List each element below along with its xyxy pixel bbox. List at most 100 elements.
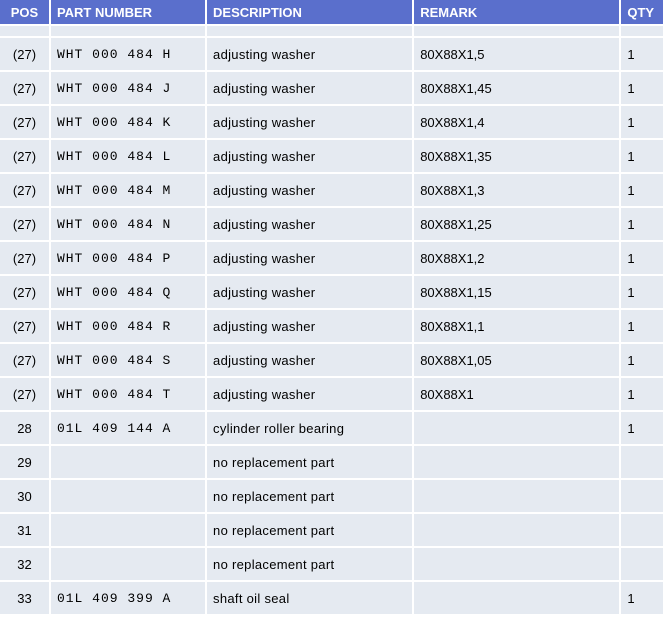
- cell-part-number: [50, 480, 206, 512]
- cell-pos: (27): [0, 72, 49, 104]
- cell-part-number: 01L 409 399 A: [50, 582, 206, 614]
- cell-part-number: WHT 000 484 R: [50, 310, 206, 342]
- cell-qty: [621, 548, 663, 580]
- cell-pos: (27): [0, 242, 49, 274]
- cell-pos: (27): [0, 208, 49, 240]
- cell-description: no replacement part: [207, 548, 413, 580]
- cell-remark: [414, 548, 620, 580]
- cell-qty: [621, 446, 663, 478]
- cell-description: adjusting washer: [207, 72, 413, 104]
- spacer-cell: [414, 26, 620, 36]
- cell-description: no replacement part: [207, 514, 413, 546]
- cell-remark: 80X88X1,1: [414, 310, 620, 342]
- cell-pos: (27): [0, 38, 49, 70]
- cell-pos: 29: [0, 446, 49, 478]
- cell-remark: [414, 514, 620, 546]
- cell-remark: 80X88X1,2: [414, 242, 620, 274]
- cell-remark: 80X88X1,45: [414, 72, 620, 104]
- cell-pos: (27): [0, 378, 49, 410]
- cell-part-number: WHT 000 484 M: [50, 174, 206, 206]
- cell-description: adjusting washer: [207, 106, 413, 138]
- header-pos: POS: [0, 0, 49, 24]
- cell-description: adjusting washer: [207, 276, 413, 308]
- cell-part-number: [50, 514, 206, 546]
- cell-remark: [414, 480, 620, 512]
- cell-remark: [414, 446, 620, 478]
- cell-remark: 80X88X1,35: [414, 140, 620, 172]
- cell-pos: 30: [0, 480, 49, 512]
- cell-qty: 1: [621, 412, 663, 444]
- cell-qty: 1: [621, 582, 663, 614]
- cell-description: adjusting washer: [207, 242, 413, 274]
- cell-qty: [621, 480, 663, 512]
- header-description: DESCRIPTION: [207, 0, 413, 24]
- header-qty: QTY: [621, 0, 663, 24]
- cell-part-number: WHT 000 484 L: [50, 140, 206, 172]
- cell-qty: 1: [621, 174, 663, 206]
- cell-remark: 80X88X1,25: [414, 208, 620, 240]
- cell-pos: (27): [0, 276, 49, 308]
- cell-part-number: WHT 000 484 T: [50, 378, 206, 410]
- cell-description: adjusting washer: [207, 174, 413, 206]
- cell-description: adjusting washer: [207, 378, 413, 410]
- header-remark: REMARK: [414, 0, 620, 24]
- cell-qty: 1: [621, 38, 663, 70]
- cell-part-number: WHT 000 484 P: [50, 242, 206, 274]
- cell-remark: [414, 582, 620, 614]
- cell-qty: 1: [621, 106, 663, 138]
- cell-pos: 31: [0, 514, 49, 546]
- cell-part-number: [50, 446, 206, 478]
- spacer-cell: [621, 26, 663, 36]
- cell-pos: (27): [0, 310, 49, 342]
- cell-remark: 80X88X1,3: [414, 174, 620, 206]
- cell-description: no replacement part: [207, 446, 413, 478]
- cell-remark: 80X88X1,15: [414, 276, 620, 308]
- cell-qty: 1: [621, 378, 663, 410]
- table-row: 32 no replacement part: [0, 548, 663, 580]
- cell-remark: [414, 412, 620, 444]
- cell-description: adjusting washer: [207, 344, 413, 376]
- cell-qty: 1: [621, 310, 663, 342]
- cell-description: adjusting washer: [207, 208, 413, 240]
- cell-part-number: WHT 000 484 H: [50, 38, 206, 70]
- cell-qty: 1: [621, 140, 663, 172]
- cell-qty: 1: [621, 344, 663, 376]
- table-header-row: POS PART NUMBER DESCRIPTION REMARK QTY: [0, 0, 663, 24]
- cell-description: adjusting washer: [207, 140, 413, 172]
- cell-qty: 1: [621, 242, 663, 274]
- spacer-cell: [207, 26, 413, 36]
- cell-part-number: WHT 000 484 N: [50, 208, 206, 240]
- cell-remark: 80X88X1,4: [414, 106, 620, 138]
- cell-remark: 80X88X1,5: [414, 38, 620, 70]
- cell-description: shaft oil seal: [207, 582, 413, 614]
- cell-pos: (27): [0, 174, 49, 206]
- spacer-cell: [50, 26, 206, 36]
- cell-part-number: [50, 548, 206, 580]
- cell-remark: 80X88X1: [414, 378, 620, 410]
- spacer-cell: [0, 26, 49, 36]
- cell-pos: (27): [0, 140, 49, 172]
- spacer-row: [0, 26, 663, 36]
- cell-pos: 32: [0, 548, 49, 580]
- cell-description: adjusting washer: [207, 310, 413, 342]
- cell-qty: [621, 514, 663, 546]
- table-row: 31 no replacement part: [0, 514, 663, 546]
- table-row: 30 no replacement part: [0, 480, 663, 512]
- cell-qty: 1: [621, 276, 663, 308]
- header-part-number: PART NUMBER: [50, 0, 206, 24]
- cell-pos: (27): [0, 344, 49, 376]
- cell-part-number: 01L 409 144 A: [50, 412, 206, 444]
